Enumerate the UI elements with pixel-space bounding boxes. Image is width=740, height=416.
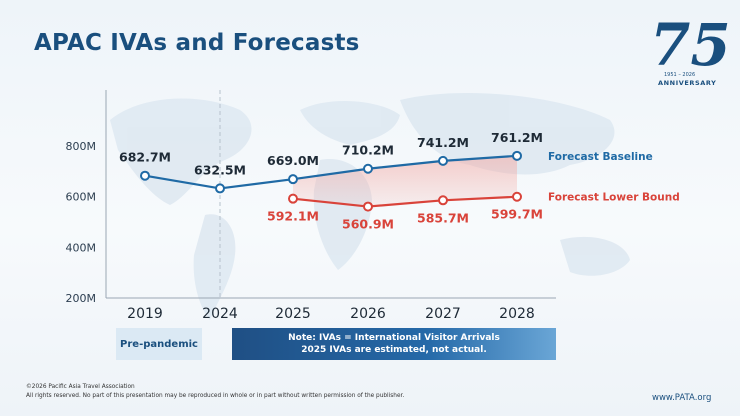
rights-line: All rights reserved. No part of this pre… <box>26 393 405 399</box>
pre-pandemic-label: Pre-pandemic <box>116 328 202 360</box>
logo-number: 75 <box>650 11 731 79</box>
x-tick-label: 2028 <box>499 306 535 322</box>
note-line-2: 2025 IVAs are estimated, not actual. <box>301 345 487 355</box>
baseline-point <box>438 155 448 166</box>
note-line-1: Note: IVAs = International Visitor Arriv… <box>288 333 500 343</box>
lower-bound-point <box>288 193 298 204</box>
baseline-data-label: 710.2M <box>342 143 394 158</box>
lower-bound-series-line <box>292 195 518 208</box>
x-tick-label: 2026 <box>350 306 386 322</box>
website-link[interactable]: www.PATA.org <box>652 393 712 403</box>
x-tick-label: 2019 <box>127 306 163 322</box>
lower-bound-series-name: Forecast Lower Bound <box>548 192 680 204</box>
lower-bound-point <box>363 201 373 212</box>
lower-bound-point <box>438 195 448 206</box>
pata-75-anniversary-logo: 75 PATA 1951 – 2026 ANNIVERSARY <box>646 16 731 92</box>
baseline-point <box>288 174 298 185</box>
copyright-footer: ©2026 Pacific Asia Travel Association Al… <box>26 383 404 401</box>
y-tick-label: 200M <box>66 292 97 305</box>
y-tick-label: 800M <box>66 140 97 153</box>
baseline-point <box>363 163 373 174</box>
baseline-point <box>215 183 225 194</box>
lower-bound-data-label: 592.1M <box>267 209 319 224</box>
copyright-line: ©2026 Pacific Asia Travel Association <box>26 384 135 390</box>
baseline-data-label: 632.5M <box>194 162 246 177</box>
slide-title: APAC IVAs and Forecasts <box>34 30 360 56</box>
note-box: Note: IVAs = International Visitor Arriv… <box>232 328 556 360</box>
baseline-series-name: Forecast Baseline <box>548 151 653 163</box>
forecast-range-band <box>293 155 517 207</box>
baseline-point <box>140 170 150 181</box>
baseline-point <box>512 150 522 161</box>
x-tick-label: 2025 <box>275 306 311 322</box>
baseline-data-label: 761.2M <box>491 130 543 145</box>
y-tick-label: 600M <box>66 191 97 204</box>
y-tick-label: 400M <box>66 241 97 254</box>
lower-bound-data-label: 599.7M <box>491 207 543 222</box>
logo-brand: PATA <box>660 22 679 30</box>
baseline-data-label: 669.0M <box>267 153 319 168</box>
x-tick-label: 2027 <box>425 306 461 322</box>
baseline-series-line <box>144 154 518 190</box>
baseline-data-label: 741.2M <box>417 135 469 150</box>
x-tick-label: 2024 <box>202 306 238 322</box>
logo-anniversary: ANNIVERSARY <box>658 79 717 87</box>
lower-bound-point <box>512 191 522 202</box>
lower-bound-data-label: 585.7M <box>417 210 469 225</box>
lower-bound-data-label: 560.9M <box>342 217 394 232</box>
baseline-data-label: 682.7M <box>119 150 171 165</box>
logo-years: 1951 – 2026 <box>664 72 696 78</box>
